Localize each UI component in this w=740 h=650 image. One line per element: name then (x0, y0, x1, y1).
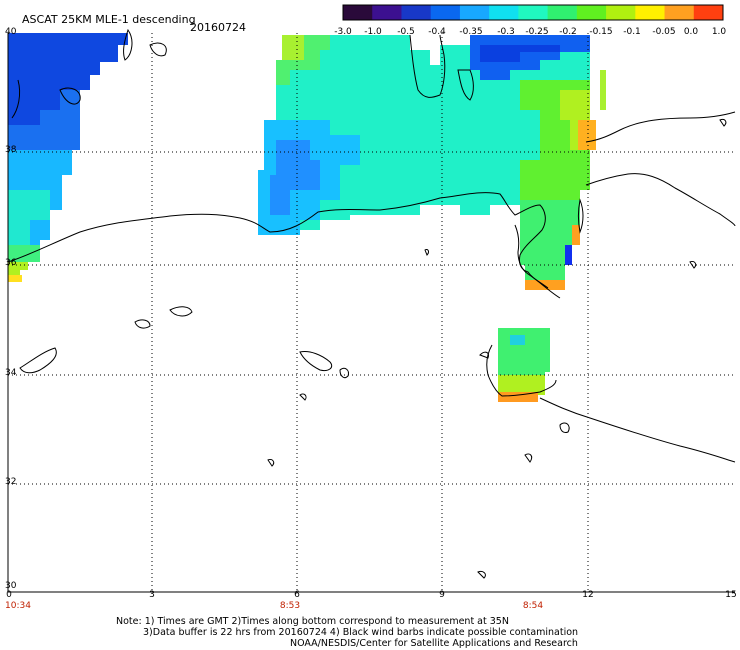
colorbar-tick: -0.2 (559, 27, 577, 37)
colorbar-swatch (401, 5, 432, 20)
lon-label: 0 (6, 590, 12, 600)
lat-label: 30 (5, 581, 17, 591)
colorbar-tick: -0.3 (497, 27, 515, 37)
lat-label: 40 (5, 27, 17, 37)
colorbar-tick: -0.15 (589, 27, 613, 37)
colorbar (342, 4, 724, 21)
map-date: 20160724 (190, 21, 246, 34)
colorbar-swatch (343, 5, 373, 20)
coastlines (7, 28, 736, 579)
colorbar-swatch (489, 5, 519, 20)
colorbar-tick: -0.4 (428, 27, 446, 37)
note-line-3: NOAA/NESDIS/Center for Satellite Applica… (290, 638, 578, 649)
colorbar-tick: -0.35 (459, 27, 483, 37)
pass-time: 10:34 (5, 601, 31, 611)
colorbar-swatch (547, 5, 578, 20)
lon-label: 3 (149, 590, 155, 600)
note-line-2: 3)Data buffer is 22 hrs from 20160724 4)… (143, 627, 579, 638)
colorbar-swatch (664, 5, 695, 20)
swath-left (8, 33, 128, 282)
colorbar-tick: -0.05 (652, 27, 676, 37)
pass-time: 8:54 (522, 601, 544, 611)
map-title: ASCAT 25KM MLE-1 descending (22, 13, 196, 26)
colorbar-tick: -3.0 (334, 27, 352, 37)
colorbar-tick: 1.0 (711, 27, 727, 37)
colorbar-swatch (576, 5, 607, 20)
colorbar-swatch (518, 5, 549, 20)
lat-label: 38 (5, 145, 17, 155)
swath-center (258, 35, 606, 235)
colorbar-tick: -0.25 (525, 27, 549, 37)
colorbar-swatch (693, 5, 724, 20)
colorbar-swatch (372, 5, 402, 20)
lat-label: 32 (5, 477, 17, 487)
colorbar-tick: -0.1 (623, 27, 641, 37)
pass-time: 8:53 (279, 601, 301, 611)
lat-label: 36 (5, 258, 17, 268)
colorbar-swatch (606, 5, 636, 20)
lat-label: 34 (5, 368, 17, 378)
colorbar-swatch (430, 5, 461, 20)
lon-label: 6 (294, 590, 300, 600)
colorbar-tick: -1.0 (364, 27, 382, 37)
lon-label: 15 (725, 590, 737, 600)
colorbar-swatch (459, 5, 490, 20)
swath-south (498, 200, 580, 402)
lon-label: 12 (582, 590, 594, 600)
colorbar-tick: 0.0 (683, 27, 699, 37)
note-line-1: Note: 1) Times are GMT 2)Times along bot… (116, 616, 509, 627)
colorbar-tick: -0.5 (397, 27, 415, 37)
colorbar-swatch (635, 5, 666, 20)
lon-label: 9 (439, 590, 445, 600)
colorbar-frame (342, 4, 724, 21)
